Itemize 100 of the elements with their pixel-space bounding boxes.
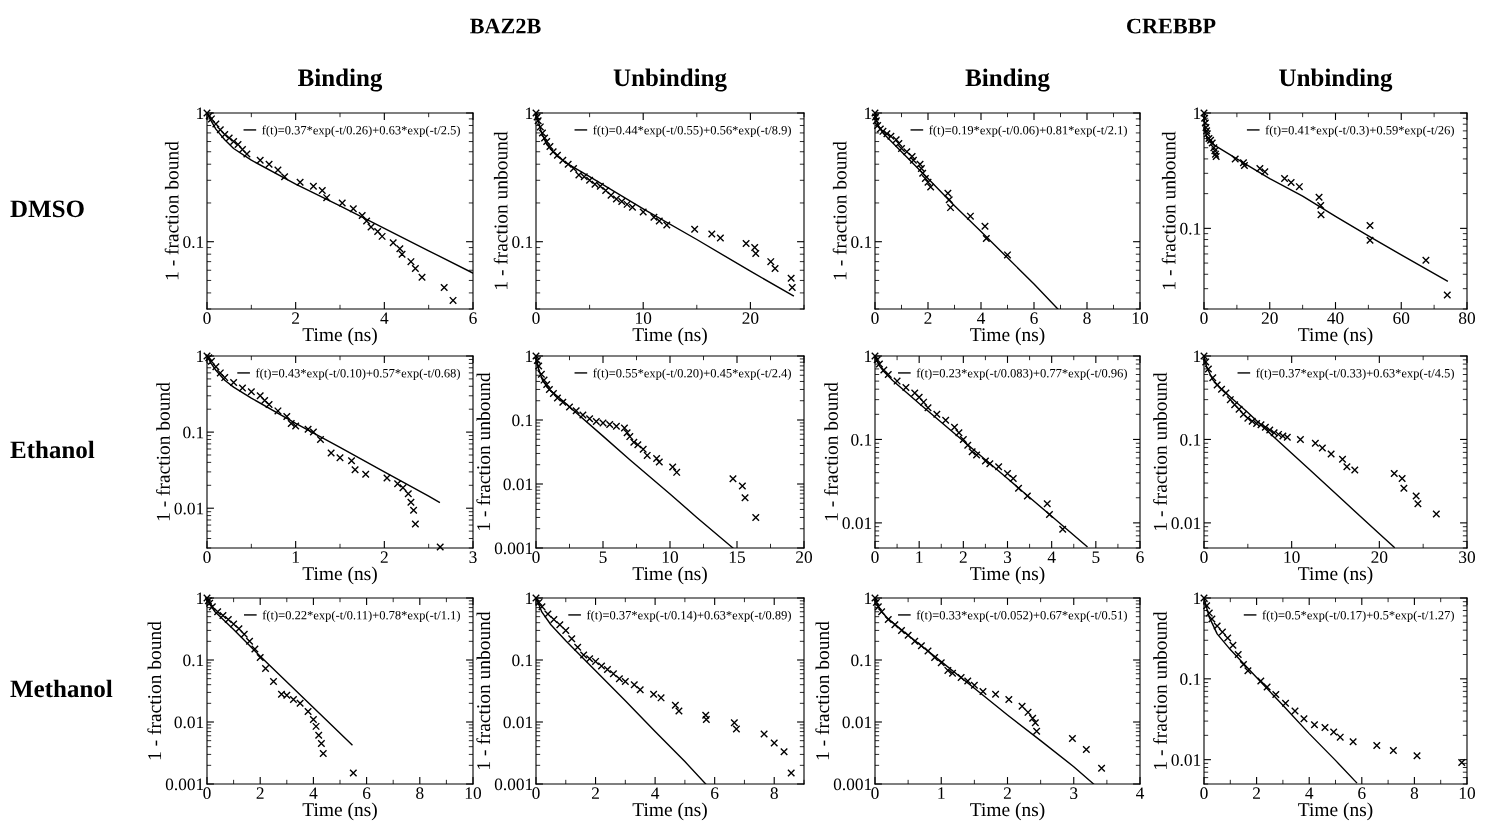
point	[534, 116, 543, 125]
point	[915, 393, 924, 402]
point	[924, 403, 932, 412]
x-tick-label: 4	[380, 312, 389, 324]
point	[1398, 474, 1407, 483]
point	[1350, 466, 1359, 474]
point	[1315, 193, 1324, 202]
point	[760, 730, 769, 738]
y-axis-title: 1 - fraction unbound	[1161, 131, 1176, 289]
point	[787, 769, 796, 778]
text: BAZ2B	[470, 18, 541, 34]
point	[273, 166, 282, 175]
point	[1213, 380, 1222, 389]
y-tick-label: 0.1	[851, 654, 872, 667]
point	[1230, 400, 1239, 409]
point	[542, 380, 551, 389]
point	[884, 370, 893, 379]
point	[219, 611, 227, 620]
point	[578, 410, 587, 419]
point	[780, 747, 789, 756]
point	[924, 646, 932, 655]
y-tick-label: 1	[865, 350, 872, 363]
point	[534, 361, 543, 370]
x-tick-label: 0	[203, 312, 211, 324]
point	[383, 473, 391, 482]
x-tick-label: 0	[1200, 551, 1208, 563]
x-axis-title: Time (ns)	[1298, 327, 1373, 346]
point	[946, 203, 955, 212]
point	[892, 135, 901, 144]
y-tick-label: 0.001	[833, 778, 872, 791]
y-tick-label: 0.01	[503, 716, 533, 729]
point	[1327, 450, 1336, 458]
point	[238, 145, 247, 154]
point	[633, 440, 642, 449]
point	[674, 707, 683, 716]
y-tick-label: 0.01	[174, 502, 204, 515]
point	[1239, 158, 1248, 167]
point	[309, 182, 318, 191]
text: CREBBP	[1127, 18, 1216, 34]
point	[643, 451, 652, 460]
point	[1082, 745, 1091, 754]
y-tick-label: 0.01	[1171, 517, 1201, 530]
x-tick-label: 2	[292, 312, 300, 324]
point	[1239, 410, 1248, 419]
point	[351, 465, 360, 474]
text: DMSO	[10, 200, 84, 218]
point	[358, 211, 367, 220]
point	[579, 651, 588, 660]
point	[655, 458, 664, 467]
point	[1413, 499, 1422, 508]
point	[1201, 118, 1210, 127]
x-tick-label: 6	[363, 787, 371, 799]
point	[260, 396, 269, 405]
point	[1235, 405, 1244, 414]
point	[585, 176, 594, 185]
x-tick-label: 10	[636, 312, 652, 324]
point	[932, 410, 941, 419]
point	[1443, 290, 1452, 299]
point	[871, 109, 879, 117]
point	[1243, 666, 1252, 675]
point	[289, 695, 298, 704]
point	[941, 416, 950, 425]
point	[336, 453, 344, 462]
point	[729, 474, 737, 483]
point	[1413, 751, 1421, 760]
legend-label: f(t)=0.37*exp(-t/0.14)+0.63*exp(-t/0.89)	[586, 610, 791, 622]
x-tick-label: 5	[1092, 551, 1100, 563]
point	[256, 156, 265, 165]
x-tick-label: 60	[1393, 312, 1410, 324]
x-tick-label: 4	[1047, 551, 1056, 563]
point	[291, 422, 300, 431]
point	[930, 653, 939, 662]
x-tick-label: 2	[591, 787, 599, 799]
point	[894, 139, 903, 148]
point	[963, 441, 972, 450]
point	[220, 373, 229, 382]
point	[265, 400, 274, 409]
point	[1316, 201, 1325, 210]
point	[203, 109, 211, 117]
point	[877, 607, 886, 616]
point	[787, 274, 796, 283]
x-tick-label: 6	[469, 312, 477, 324]
point	[287, 419, 296, 428]
x-tick-label: 0	[1200, 312, 1208, 324]
x-tick-label: 10	[1459, 787, 1476, 799]
point	[950, 423, 959, 432]
point	[751, 249, 760, 258]
point	[393, 479, 402, 488]
x-tick-label: 8	[770, 787, 778, 799]
point	[553, 151, 562, 160]
x-tick-label: 20	[796, 551, 813, 563]
point	[338, 199, 347, 207]
point	[398, 250, 407, 259]
point	[1271, 690, 1280, 699]
point	[1457, 758, 1466, 767]
point	[1389, 746, 1398, 755]
text: Ethanol	[10, 440, 95, 459]
point	[690, 225, 699, 234]
point	[1432, 509, 1441, 518]
point	[242, 150, 251, 158]
